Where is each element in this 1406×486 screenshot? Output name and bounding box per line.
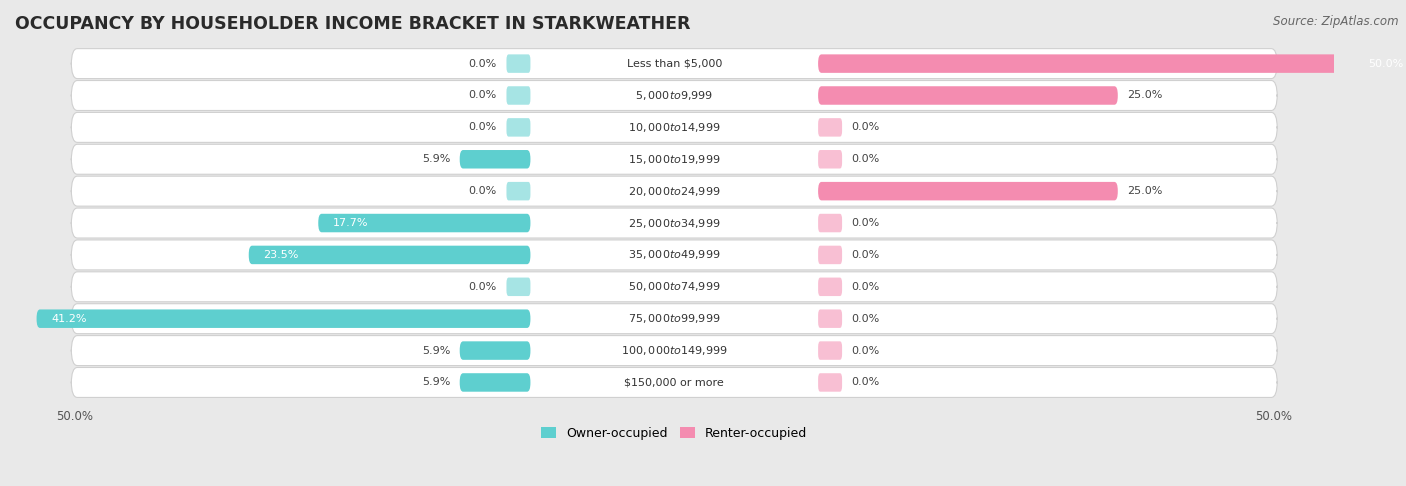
Text: Less than $5,000: Less than $5,000 bbox=[627, 59, 721, 69]
Text: 0.0%: 0.0% bbox=[852, 122, 880, 132]
FancyBboxPatch shape bbox=[460, 373, 530, 392]
Text: 0.0%: 0.0% bbox=[852, 313, 880, 324]
Text: 0.0%: 0.0% bbox=[468, 122, 496, 132]
FancyBboxPatch shape bbox=[818, 118, 842, 137]
FancyBboxPatch shape bbox=[506, 118, 530, 137]
Text: 17.7%: 17.7% bbox=[333, 218, 368, 228]
FancyBboxPatch shape bbox=[37, 310, 530, 328]
Text: $20,000 to $24,999: $20,000 to $24,999 bbox=[628, 185, 720, 198]
FancyBboxPatch shape bbox=[249, 246, 530, 264]
Text: 0.0%: 0.0% bbox=[852, 218, 880, 228]
Text: $25,000 to $34,999: $25,000 to $34,999 bbox=[628, 217, 720, 229]
FancyBboxPatch shape bbox=[818, 150, 842, 169]
FancyBboxPatch shape bbox=[72, 304, 1277, 334]
Text: 0.0%: 0.0% bbox=[852, 282, 880, 292]
Text: 5.9%: 5.9% bbox=[422, 154, 450, 164]
FancyBboxPatch shape bbox=[818, 278, 842, 296]
Text: 0.0%: 0.0% bbox=[852, 250, 880, 260]
Text: 50.0%: 50.0% bbox=[1368, 59, 1403, 69]
Text: 0.0%: 0.0% bbox=[852, 346, 880, 356]
Text: $5,000 to $9,999: $5,000 to $9,999 bbox=[636, 89, 713, 102]
FancyBboxPatch shape bbox=[72, 176, 1277, 206]
FancyBboxPatch shape bbox=[506, 86, 530, 105]
Text: Source: ZipAtlas.com: Source: ZipAtlas.com bbox=[1274, 15, 1399, 28]
Text: $150,000 or more: $150,000 or more bbox=[624, 378, 724, 387]
Text: $50,000 to $74,999: $50,000 to $74,999 bbox=[628, 280, 720, 294]
Text: 5.9%: 5.9% bbox=[422, 346, 450, 356]
Text: 0.0%: 0.0% bbox=[468, 282, 496, 292]
Text: 0.0%: 0.0% bbox=[468, 59, 496, 69]
FancyBboxPatch shape bbox=[72, 336, 1277, 365]
Text: 5.9%: 5.9% bbox=[422, 378, 450, 387]
Text: 41.2%: 41.2% bbox=[51, 313, 86, 324]
FancyBboxPatch shape bbox=[818, 246, 842, 264]
FancyBboxPatch shape bbox=[506, 182, 530, 200]
FancyBboxPatch shape bbox=[818, 310, 842, 328]
FancyBboxPatch shape bbox=[818, 54, 1406, 73]
FancyBboxPatch shape bbox=[818, 182, 1118, 200]
Text: 25.0%: 25.0% bbox=[1128, 186, 1163, 196]
Text: OCCUPANCY BY HOUSEHOLDER INCOME BRACKET IN STARKWEATHER: OCCUPANCY BY HOUSEHOLDER INCOME BRACKET … bbox=[15, 15, 690, 33]
FancyBboxPatch shape bbox=[72, 112, 1277, 142]
FancyBboxPatch shape bbox=[460, 341, 530, 360]
FancyBboxPatch shape bbox=[818, 373, 842, 392]
FancyBboxPatch shape bbox=[460, 150, 530, 169]
FancyBboxPatch shape bbox=[818, 86, 1118, 105]
FancyBboxPatch shape bbox=[818, 214, 842, 232]
FancyBboxPatch shape bbox=[72, 144, 1277, 174]
Text: 0.0%: 0.0% bbox=[852, 154, 880, 164]
FancyBboxPatch shape bbox=[318, 214, 530, 232]
Text: $35,000 to $49,999: $35,000 to $49,999 bbox=[628, 248, 720, 261]
FancyBboxPatch shape bbox=[72, 367, 1277, 398]
FancyBboxPatch shape bbox=[506, 278, 530, 296]
Text: 25.0%: 25.0% bbox=[1128, 90, 1163, 101]
Text: 0.0%: 0.0% bbox=[468, 186, 496, 196]
FancyBboxPatch shape bbox=[72, 240, 1277, 270]
Text: 0.0%: 0.0% bbox=[468, 90, 496, 101]
Text: $10,000 to $14,999: $10,000 to $14,999 bbox=[628, 121, 720, 134]
Text: 0.0%: 0.0% bbox=[852, 378, 880, 387]
Legend: Owner-occupied, Renter-occupied: Owner-occupied, Renter-occupied bbox=[541, 427, 807, 440]
FancyBboxPatch shape bbox=[506, 54, 530, 73]
Text: 23.5%: 23.5% bbox=[263, 250, 298, 260]
FancyBboxPatch shape bbox=[72, 208, 1277, 238]
FancyBboxPatch shape bbox=[818, 341, 842, 360]
Text: $75,000 to $99,999: $75,000 to $99,999 bbox=[628, 312, 720, 325]
FancyBboxPatch shape bbox=[72, 272, 1277, 302]
Text: $100,000 to $149,999: $100,000 to $149,999 bbox=[621, 344, 727, 357]
FancyBboxPatch shape bbox=[72, 81, 1277, 110]
FancyBboxPatch shape bbox=[72, 49, 1277, 79]
Text: $15,000 to $19,999: $15,000 to $19,999 bbox=[628, 153, 720, 166]
